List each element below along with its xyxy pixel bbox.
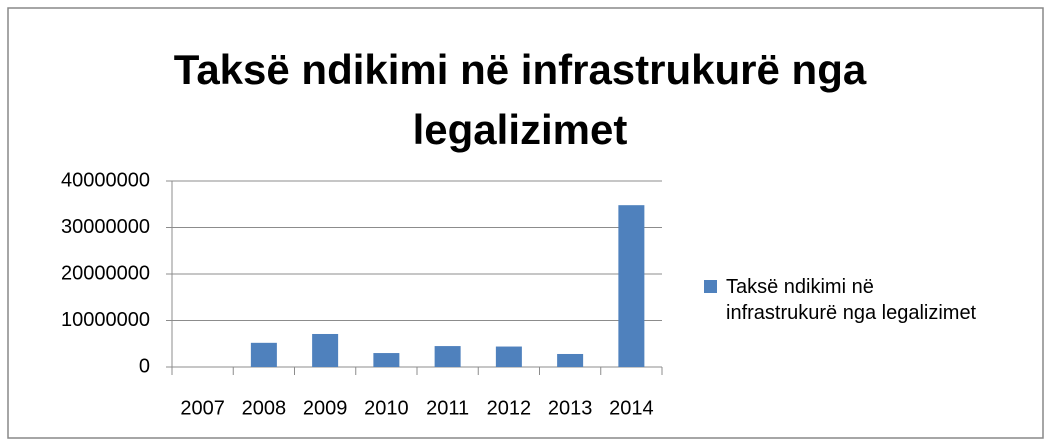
bar bbox=[373, 353, 400, 367]
legend-label: Taksë ndikimi në infrastrukurë nga legal… bbox=[726, 276, 977, 324]
y-tick-label: 20000000 bbox=[61, 262, 150, 284]
bar bbox=[557, 353, 584, 367]
bar bbox=[312, 333, 339, 367]
y-tick-label: 30000000 bbox=[61, 216, 150, 238]
y-tick-label: 0 bbox=[139, 355, 150, 377]
x-tick-label: 2013 bbox=[548, 397, 593, 419]
chart-border bbox=[7, 7, 1044, 439]
x-tick-label: 2014 bbox=[609, 397, 654, 419]
bar bbox=[495, 346, 522, 367]
x-tick-label: 2008 bbox=[242, 397, 287, 419]
bar bbox=[250, 342, 277, 367]
legend-swatch bbox=[704, 280, 717, 293]
x-tick-label: 2007 bbox=[180, 397, 225, 419]
bar bbox=[434, 346, 461, 367]
y-tick-label: 40000000 bbox=[61, 169, 150, 191]
y-tick-label: 10000000 bbox=[61, 309, 150, 331]
x-tick-label: 2010 bbox=[364, 397, 409, 419]
x-tick-label: 2009 bbox=[303, 397, 348, 419]
x-tick-label: 2012 bbox=[487, 397, 532, 419]
bar bbox=[618, 205, 645, 367]
chart-title: Taksë ndikimi në infrastrukurë nga legal… bbox=[173, 46, 867, 153]
x-tick-label: 2011 bbox=[426, 397, 469, 419]
